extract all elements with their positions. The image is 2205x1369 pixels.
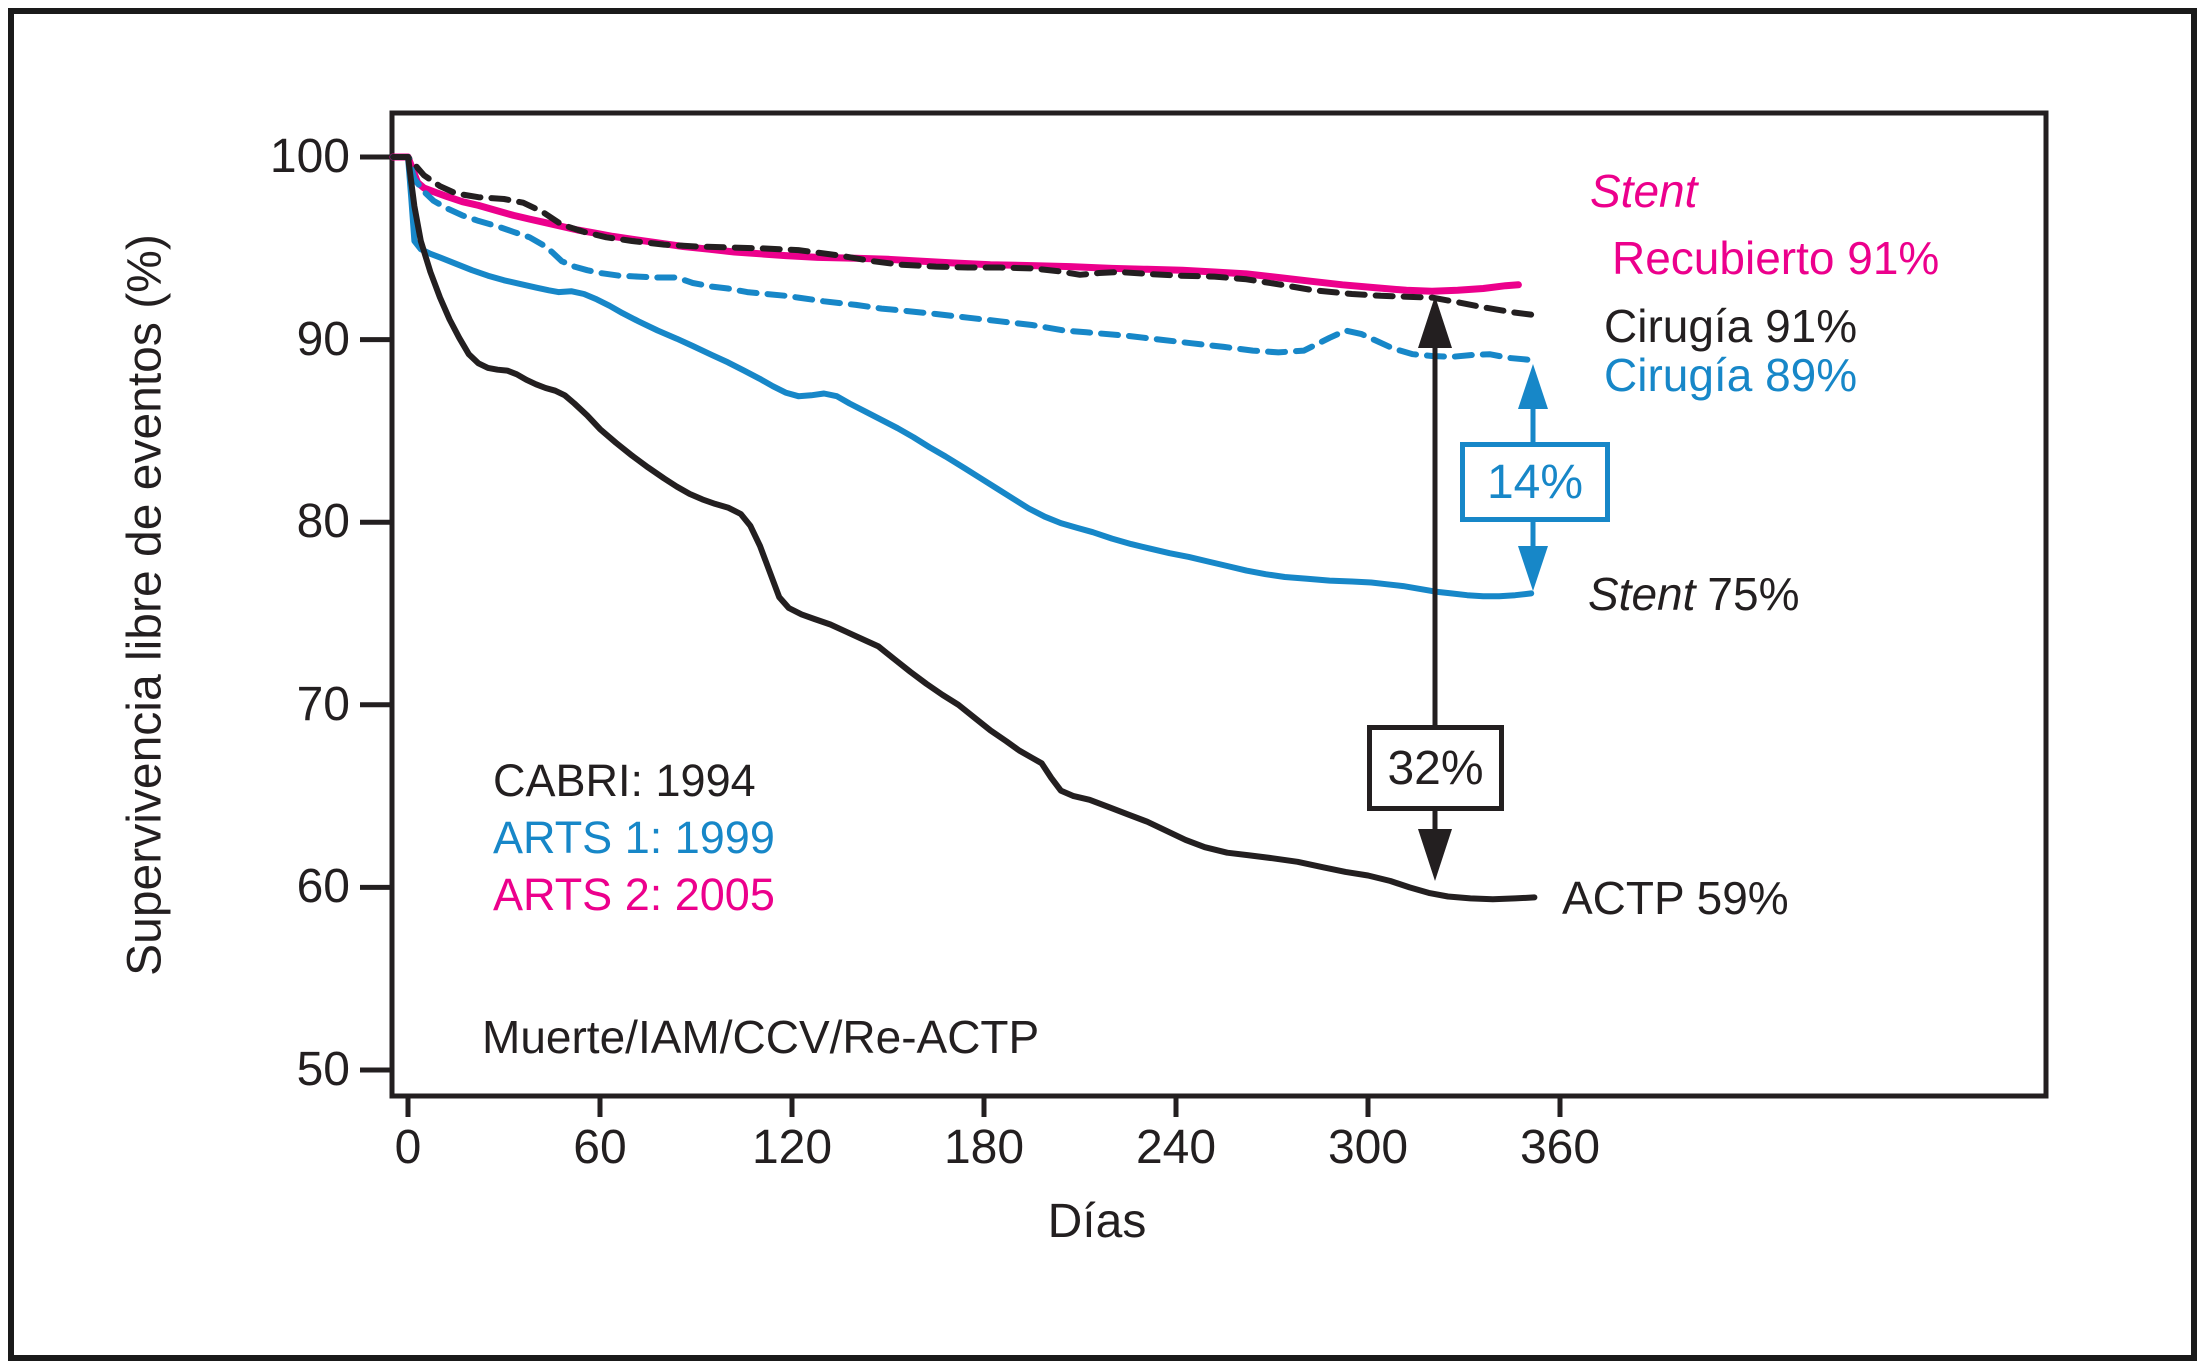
label-stent-arts1: Stent 75% [1588, 571, 1800, 617]
curve-2 [390, 154, 1541, 364]
diff-box-32-label: 32% [1387, 741, 1484, 795]
legend-arts1: ARTS 1: 1999 [493, 812, 775, 863]
endpoint-label: Muerte/IAM/CCV/Re-ACTP [482, 1011, 1040, 1063]
y-tick-label: 60 [296, 860, 350, 914]
y-tick-label: 100 [269, 130, 350, 183]
curve-0 [389, 153, 1522, 295]
x-tick-label: 300 [1327, 1121, 1409, 1174]
x-tick-label: 120 [751, 1121, 833, 1174]
curve-1 [390, 154, 1544, 319]
arrow-32-head-up [1418, 296, 1452, 348]
label-cirugia-cabri: Cirugía 91% [1604, 300, 1858, 352]
label-stent-arts1-word: Stent [1588, 568, 1696, 620]
label-stent-recubierto: Recubierto 91% [1612, 232, 1940, 284]
diff-box-14: 14% [1460, 442, 1610, 522]
x-tick-label: 60 [573, 1121, 627, 1174]
arrow-14-head-down [1518, 546, 1548, 591]
curve-4 [390, 154, 1538, 903]
y-tick-label: 50 [296, 1043, 350, 1096]
legend-cabri: CABRI: 1994 [493, 755, 756, 806]
y-tick-label: 90 [296, 312, 350, 366]
diff-box-14-label: 14% [1486, 455, 1584, 509]
curve-3 [390, 154, 1535, 600]
arrow-14-head-up [1518, 364, 1548, 409]
label-stent-arts2-title: Stent [1590, 165, 1698, 217]
legend-arts2: ARTS 2: 2005 [493, 869, 775, 920]
arrow-32-head-down [1418, 829, 1452, 881]
plot-box [389, 110, 2049, 1099]
x-tick-label: 0 [394, 1121, 422, 1174]
y-tick-label: 80 [296, 495, 350, 549]
figure-border [8, 8, 2197, 1361]
y-tick-label: 70 [296, 677, 350, 731]
label-cirugia-arts1: Cirugía 89% [1604, 349, 1858, 401]
x-tick-label: 360 [1519, 1121, 1601, 1174]
x-axis-title: Días [1047, 1195, 1147, 1248]
label-actp: ACTP 59% [1562, 872, 1789, 924]
label-stent-arts1-value: 75% [1707, 568, 1800, 620]
x-tick-label: 240 [1135, 1121, 1217, 1174]
x-tick-label: 180 [943, 1121, 1025, 1174]
diff-box-32: 32% [1367, 725, 1504, 811]
